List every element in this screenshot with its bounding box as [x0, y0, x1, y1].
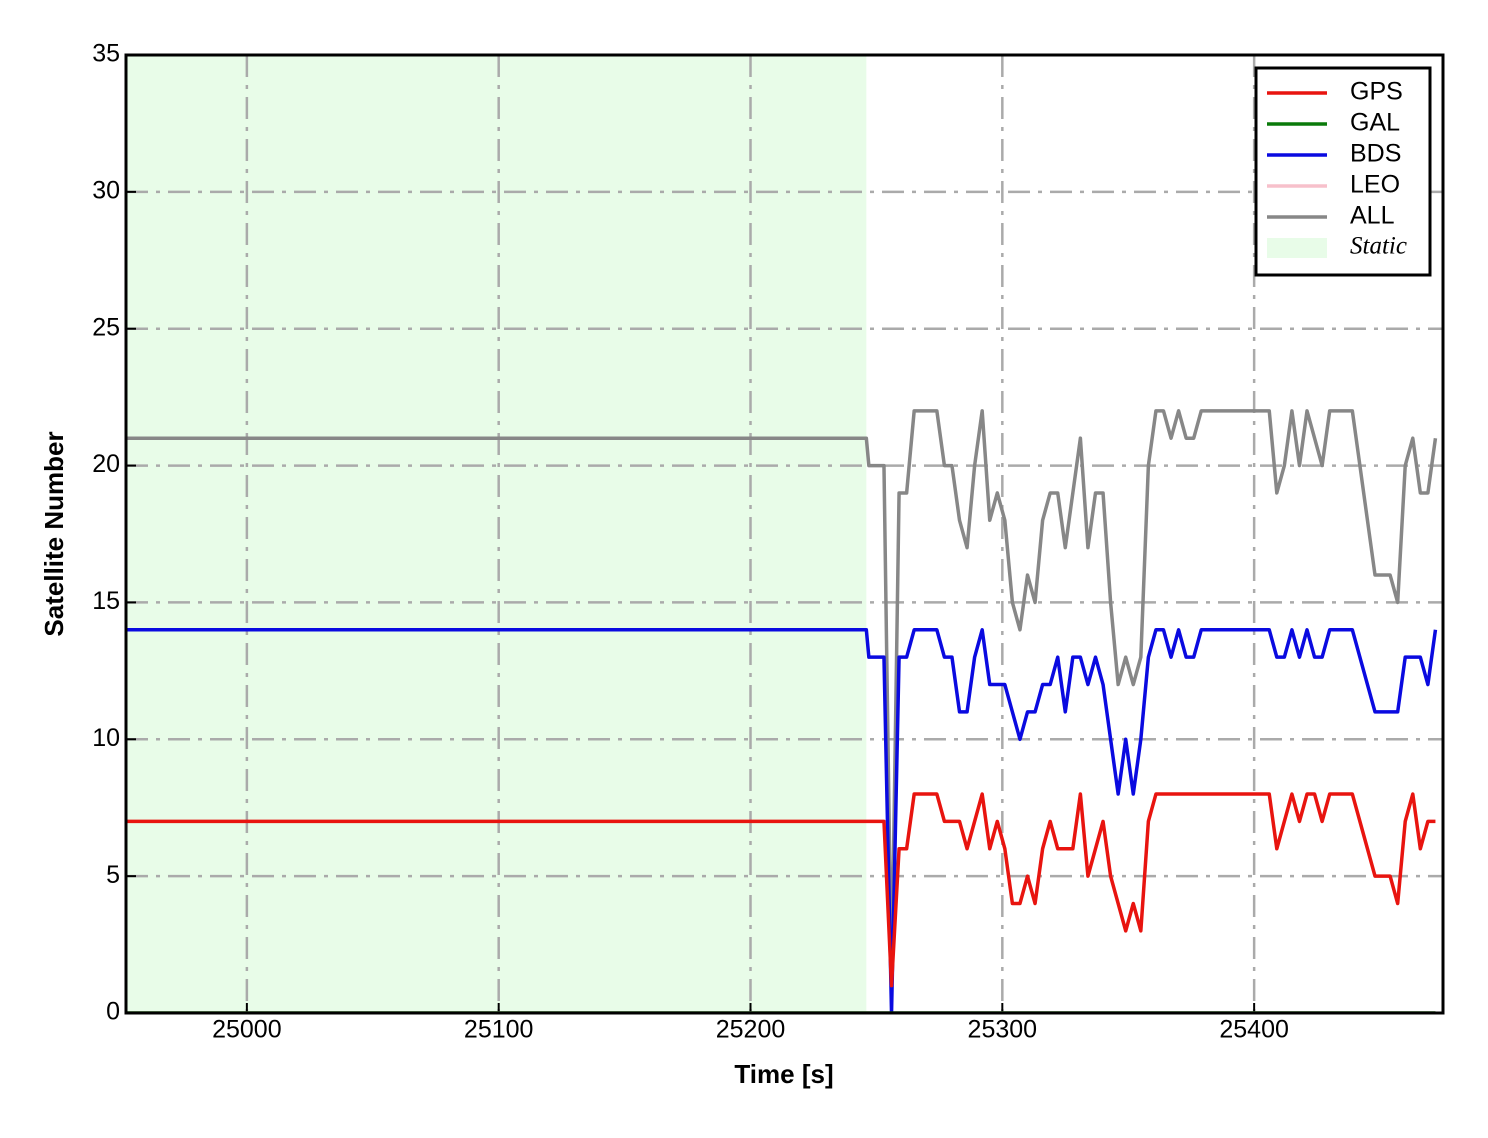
plot-area: [126, 409, 1438, 1013]
series-line: [126, 628, 1438, 1013]
y-tick-label: 0: [106, 998, 120, 1026]
y-tick-label: 5: [106, 861, 120, 889]
legend-swatch: [1267, 238, 1327, 258]
series-line: [126, 409, 1438, 988]
legend-label: GPS: [1350, 78, 1403, 106]
y-axis-label: Satellite Number: [39, 431, 69, 636]
x-axis-label: Time [s]: [734, 1059, 833, 1089]
y-tick-label: 15: [92, 587, 120, 615]
x-tick-label: 25400: [1219, 1016, 1289, 1044]
legend-label: ALL: [1350, 202, 1395, 230]
plot-frame: [124, 53, 1445, 1015]
y-tick-label: 25: [92, 313, 120, 341]
y-tick-label: 10: [92, 724, 120, 752]
x-tick-label: 25200: [716, 1016, 786, 1044]
legend-label: LEO: [1350, 171, 1400, 199]
y-tick-label: 35: [92, 40, 120, 68]
y-tick-label: 30: [92, 176, 120, 204]
x-tick-label: 25100: [464, 1016, 534, 1044]
legend-label: GAL: [1350, 109, 1400, 137]
x-tick-label: 25300: [968, 1016, 1038, 1044]
legend-label: BDS: [1350, 140, 1401, 168]
x-tick-label: 25000: [212, 1016, 282, 1044]
y-tick-label: 20: [92, 450, 120, 478]
legend-label: Static: [1350, 233, 1407, 260]
static-region: [126, 55, 867, 1013]
series-line: [126, 792, 1436, 988]
